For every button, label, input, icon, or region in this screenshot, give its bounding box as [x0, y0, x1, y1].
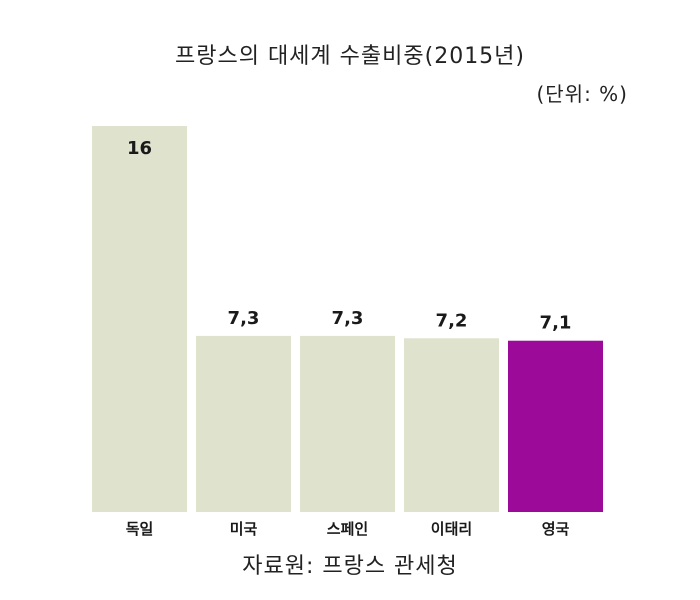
chart-title: 프랑스의 대세계 수출비중(2015년)	[174, 44, 526, 69]
bar-value-label: 7,1	[540, 313, 572, 334]
category-label: 스페인	[327, 520, 368, 538]
source-label: 자료원: 프랑스 관세청	[242, 554, 458, 579]
bar-value-label: 7,2	[436, 310, 468, 331]
bar-2	[196, 335, 291, 512]
category-label: 미국	[230, 520, 258, 538]
bar-value-label: 16	[127, 138, 152, 159]
bar-value-label: 7,3	[332, 308, 364, 329]
bar-1	[92, 126, 187, 512]
bar-4	[404, 338, 499, 512]
bar-3	[300, 335, 395, 512]
unit-label: (단위: %)	[536, 82, 628, 106]
bar-value-label: 7,3	[228, 308, 260, 329]
bars-group: 16 독일 7,3 미국 7,3 스페인 7,2 이태리 7,1 영국	[92, 126, 603, 538]
category-label: 영국	[542, 520, 570, 538]
category-label: 독일	[126, 520, 154, 538]
bar-5	[508, 340, 603, 512]
category-label: 이태리	[431, 520, 472, 538]
